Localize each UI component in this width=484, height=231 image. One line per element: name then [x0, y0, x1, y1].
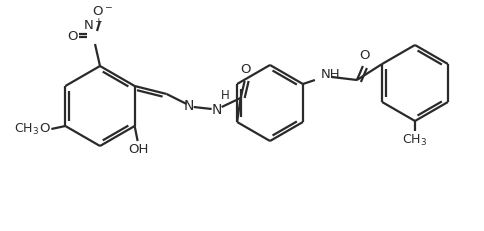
Text: CH$_3$: CH$_3$: [402, 133, 427, 148]
Text: N$^+$: N$^+$: [83, 19, 103, 34]
Text: O$^-$: O$^-$: [92, 5, 114, 18]
Text: OH: OH: [128, 143, 149, 156]
Text: O: O: [241, 63, 251, 76]
Text: O: O: [360, 49, 370, 62]
Text: O: O: [39, 122, 49, 136]
Text: NH: NH: [321, 67, 341, 80]
Text: H: H: [221, 89, 229, 102]
Text: N: N: [183, 99, 194, 113]
Text: CH$_3$: CH$_3$: [14, 122, 39, 137]
Text: N: N: [212, 103, 222, 117]
Text: O: O: [68, 30, 78, 43]
